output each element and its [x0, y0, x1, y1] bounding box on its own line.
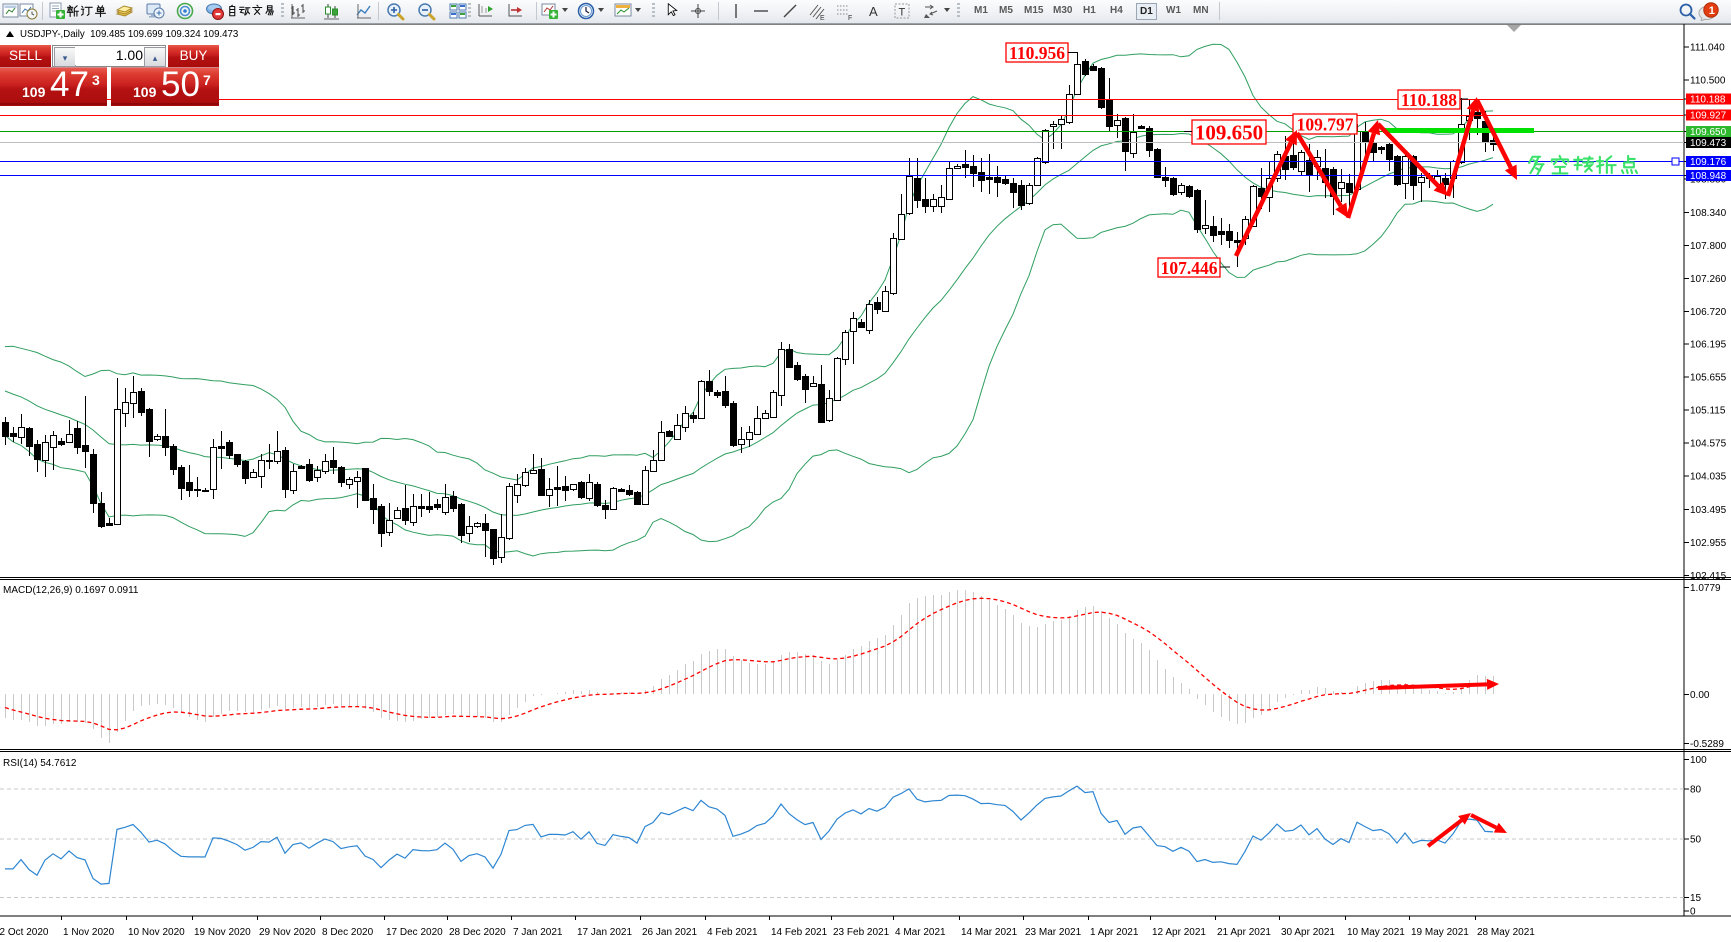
svg-text:107.446: 107.446	[1161, 258, 1218, 278]
svg-text:30 Apr 2021: 30 Apr 2021	[1281, 927, 1335, 938]
svg-text:7 Jan 2021: 7 Jan 2021	[513, 927, 563, 938]
svg-text:50: 50	[1690, 834, 1702, 845]
svg-text:110.956: 110.956	[1009, 43, 1065, 63]
svg-text:109.176: 109.176	[1690, 157, 1727, 168]
svg-text:109.650: 109.650	[1195, 121, 1263, 145]
svg-text:28 Dec 2020: 28 Dec 2020	[449, 927, 506, 938]
svg-text:22 Oct 2020: 22 Oct 2020	[0, 927, 49, 938]
svg-text:14 Mar 2021: 14 Mar 2021	[961, 927, 1018, 938]
svg-text:109.473: 109.473	[1690, 138, 1727, 149]
svg-text:110.188: 110.188	[1690, 95, 1726, 106]
svg-text:110.188: 110.188	[1401, 90, 1457, 110]
svg-text:26 Jan 2021: 26 Jan 2021	[642, 927, 697, 938]
svg-text:4 Mar 2021: 4 Mar 2021	[895, 927, 946, 938]
svg-text:F: F	[848, 15, 852, 21]
svg-text:100: 100	[1690, 755, 1707, 766]
svg-text:110.500: 110.500	[1690, 75, 1726, 86]
svg-text:-0.5289: -0.5289	[1690, 739, 1724, 750]
svg-text:USDJPY-,Daily 109.485 109.699: USDJPY-,Daily 109.485 109.699 109.324 10…	[20, 29, 238, 40]
svg-text:A: A	[869, 4, 878, 19]
svg-text:111.040: 111.040	[1690, 42, 1725, 53]
svg-text:106.720: 106.720	[1690, 307, 1727, 318]
svg-text:0.00: 0.00	[1690, 690, 1710, 701]
svg-text:1 Apr 2021: 1 Apr 2021	[1090, 927, 1139, 938]
svg-text:19 May 2021: 19 May 2021	[1411, 927, 1469, 938]
svg-text:17 Jan 2021: 17 Jan 2021	[577, 927, 632, 938]
svg-text:108.948: 108.948	[1690, 171, 1727, 182]
svg-text:80: 80	[1690, 784, 1702, 795]
svg-text:MACD(12,26,9) 0.1697 0.0911: MACD(12,26,9) 0.1697 0.0911	[3, 585, 139, 596]
svg-text:29 Nov 2020: 29 Nov 2020	[259, 927, 316, 938]
svg-text:102.955: 102.955	[1690, 538, 1727, 549]
svg-text:15: 15	[1690, 893, 1702, 904]
svg-text:T: T	[899, 7, 906, 19]
svg-text:8 Dec 2020: 8 Dec 2020	[322, 927, 374, 938]
svg-text:106.195: 106.195	[1690, 339, 1727, 350]
svg-text:21 Apr 2021: 21 Apr 2021	[1217, 927, 1271, 938]
svg-text:12 Apr 2021: 12 Apr 2021	[1152, 927, 1206, 938]
svg-text:E: E	[820, 15, 825, 21]
svg-text:1.0779: 1.0779	[1690, 583, 1721, 594]
svg-text:108.340: 108.340	[1690, 208, 1727, 219]
svg-text:102.415: 102.415	[1690, 571, 1727, 582]
svg-text:104.035: 104.035	[1690, 472, 1727, 483]
svg-text:1: 1	[1709, 5, 1715, 17]
svg-text:19 Nov 2020: 19 Nov 2020	[194, 927, 251, 938]
svg-text:10 May 2021: 10 May 2021	[1347, 927, 1405, 938]
svg-text:105.115: 105.115	[1690, 406, 1726, 417]
svg-text:107.260: 107.260	[1690, 274, 1727, 285]
svg-text:1 Nov 2020: 1 Nov 2020	[63, 927, 115, 938]
svg-text:107.800: 107.800	[1690, 241, 1727, 252]
svg-text:RSI(14) 54.7612: RSI(14) 54.7612	[3, 758, 77, 769]
svg-text:17 Dec 2020: 17 Dec 2020	[386, 927, 443, 938]
svg-text:109.650: 109.650	[1690, 127, 1727, 138]
svg-text:10 Nov 2020: 10 Nov 2020	[128, 927, 185, 938]
svg-text:28 May 2021: 28 May 2021	[1477, 927, 1535, 938]
svg-text:109.927: 109.927	[1690, 111, 1727, 122]
svg-text:23 Mar 2021: 23 Mar 2021	[1025, 927, 1082, 938]
svg-text:105.655: 105.655	[1690, 372, 1727, 383]
svg-text:0: 0	[1690, 907, 1696, 918]
svg-text:109.797: 109.797	[1297, 114, 1354, 134]
svg-text:14 Feb 2021: 14 Feb 2021	[771, 927, 828, 938]
svg-text:104.575: 104.575	[1690, 439, 1727, 450]
svg-text:23 Feb 2021: 23 Feb 2021	[833, 927, 890, 938]
svg-text:103.495: 103.495	[1690, 505, 1727, 516]
svg-text:4 Feb 2021: 4 Feb 2021	[707, 927, 758, 938]
